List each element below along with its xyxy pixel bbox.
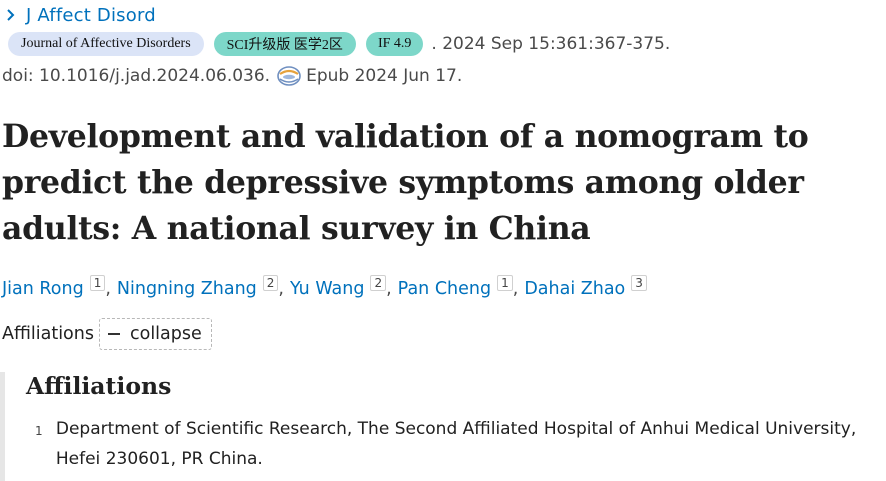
sci-ranking-badge[interactable]: SCI升级版 医学2区 — [213, 32, 356, 56]
affiliation-number: 1 — [35, 424, 43, 438]
author-item: Dahai Zhao 3 — [524, 275, 647, 299]
journal-abbrev-link[interactable]: J Affect Disord — [26, 4, 156, 26]
collapse-label: collapse — [129, 324, 202, 344]
epub-date: Epub 2024 Jun 17. — [306, 66, 463, 86]
collapse-button[interactable]: collapse — [98, 318, 212, 350]
affiliations-toggle-row: Affiliations collapse — [2, 318, 212, 350]
affiliation-item: 1 Department of Scientific Research, The… — [35, 419, 886, 474]
affiliations-label: Affiliations — [2, 324, 94, 344]
author-separator: , — [278, 279, 284, 299]
affiliations-heading: Affiliations — [26, 372, 172, 400]
impact-factor-badge[interactable]: IF 4.9 — [365, 32, 424, 56]
affiliation-ref-button[interactable]: 3 — [631, 275, 647, 291]
doi-text: doi: 10.1016/j.jad.2024.06.036. — [2, 66, 271, 86]
journal-badges: Journal of Affective Disorders SCI升级版 医学… — [8, 32, 670, 56]
author-name-link[interactable]: Jian Rong — [2, 279, 84, 299]
author-name-link[interactable]: Pan Cheng — [397, 279, 492, 299]
affiliation-ref-button[interactable]: 1 — [89, 275, 106, 291]
affiliation-text: Department of Scientific Research, The S… — [55, 419, 857, 469]
doi-row: doi: 10.1016/j.jad.2024.06.036. Epub 202… — [2, 64, 462, 88]
author-list: Jian Rong 1 , Ningning Zhang 2 , Yu Wang… — [2, 275, 647, 302]
minus-icon — [107, 333, 120, 335]
author-item: Jian Rong 1 — [2, 275, 106, 299]
article-title: Development and validation of a nomogram… — [2, 118, 809, 247]
author-item: Ningning Zhang 2 — [116, 275, 279, 299]
author-separator: , — [512, 279, 519, 299]
author-separator: , — [386, 279, 392, 299]
author-item: Yu Wang 2 — [290, 275, 387, 299]
author-name-link[interactable]: Dahai Zhao — [524, 279, 626, 299]
epub-globe-icon[interactable] — [276, 65, 302, 87]
affiliations-panel: Affiliations 1 Department of Scientific … — [0, 372, 886, 481]
author-separator: , — [105, 279, 111, 299]
journal-link-row[interactable]: J Affect Disord — [0, 4, 156, 26]
author-name-link[interactable]: Yu Wang — [290, 279, 365, 299]
author-name-link[interactable]: Ningning Zhang — [116, 279, 257, 299]
citation-date: . 2024 Sep 15:361:367-375. — [431, 34, 671, 54]
affiliation-ref-button[interactable]: 1 — [497, 275, 513, 291]
author-item: Pan Cheng 1 — [397, 275, 513, 299]
journal-name-badge[interactable]: Journal of Affective Disorders — [8, 32, 204, 56]
affiliation-ref-button[interactable]: 2 — [262, 275, 279, 291]
affiliation-ref-button[interactable]: 2 — [370, 275, 387, 291]
chevron-right-icon — [7, 9, 15, 21]
